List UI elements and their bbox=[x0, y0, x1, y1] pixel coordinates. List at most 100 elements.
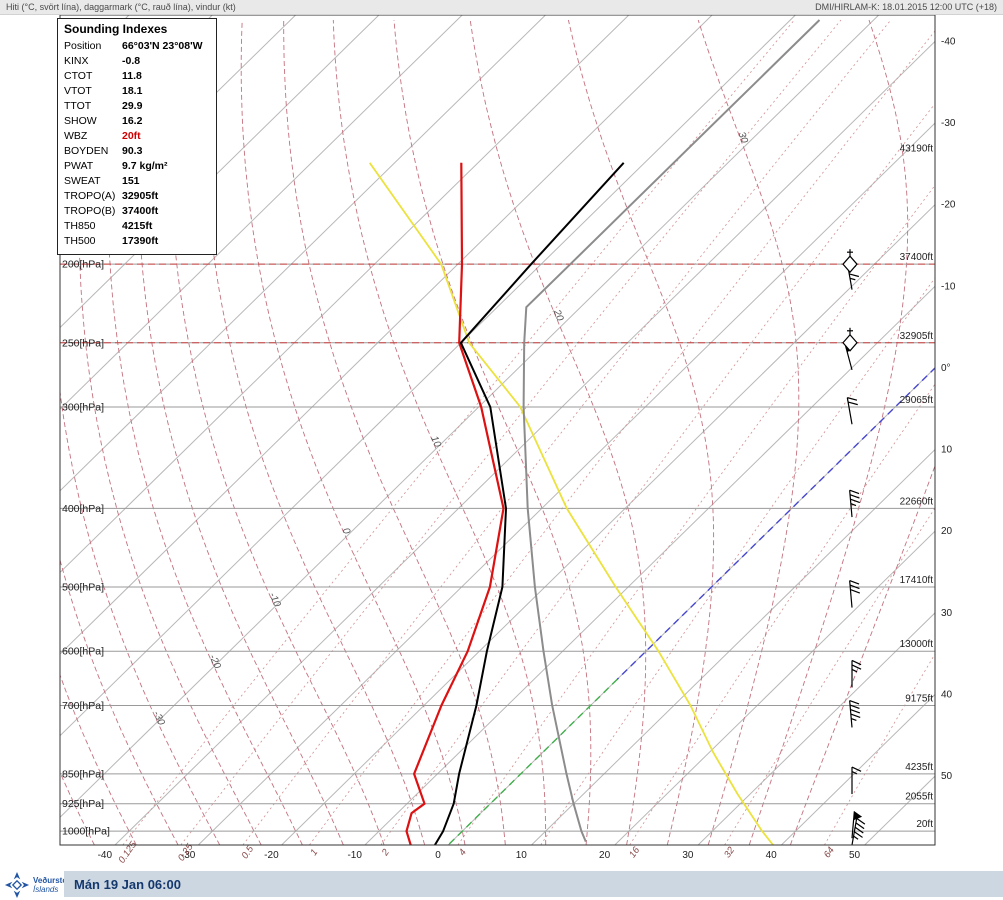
logo-line-1: Veðurstofa bbox=[33, 876, 75, 885]
vedurstofa-logo-text: Veðurstofa Íslands bbox=[33, 876, 74, 894]
logo-line-2: Íslands bbox=[33, 885, 59, 894]
svg-text:-10: -10 bbox=[347, 850, 362, 861]
svg-text:20ft: 20ft bbox=[916, 819, 933, 830]
svg-text:9175ft: 9175ft bbox=[905, 694, 933, 705]
svg-text:17410ft: 17410ft bbox=[900, 575, 934, 586]
svg-text:850[hPa]: 850[hPa] bbox=[62, 768, 104, 780]
header-legend-text: Hiti (°C, svört lína), daggarmark (°C, r… bbox=[6, 2, 236, 12]
svg-text:-40: -40 bbox=[98, 850, 113, 861]
index-row: VTOT 18.1 bbox=[64, 84, 211, 99]
svg-text:16: 16 bbox=[627, 845, 642, 861]
svg-text:4235ft: 4235ft bbox=[905, 762, 933, 773]
svg-text:0°: 0° bbox=[941, 363, 951, 374]
footer-bar: Veðurstofa Íslands Mán 19 Jan 06:00 bbox=[0, 869, 1003, 900]
svg-text:32: 32 bbox=[722, 845, 737, 861]
svg-text:29065ft: 29065ft bbox=[900, 395, 934, 406]
index-row: Position 66°03'N 23°08'W bbox=[64, 39, 211, 54]
svg-text:30: 30 bbox=[682, 850, 694, 861]
index-value: 18.1 bbox=[122, 85, 143, 97]
svg-text:-20: -20 bbox=[207, 653, 223, 671]
wind-barbs bbox=[844, 262, 866, 846]
index-row: SHOW 16.2 bbox=[64, 114, 211, 129]
wind-barb bbox=[849, 489, 861, 518]
svg-text:64: 64 bbox=[822, 845, 837, 860]
wind-barb bbox=[849, 700, 861, 728]
skewt-diagram: -30 -20 -10 0 10 20 30 200[hPa] 250[hPa] 300[hPa]… bbox=[59, 14, 956, 865]
svg-text:200[hPa]: 200[hPa] bbox=[62, 259, 104, 271]
svg-text:-10: -10 bbox=[267, 591, 283, 609]
index-value: -0.8 bbox=[122, 55, 141, 67]
svg-text:1000[hPa]: 1000[hPa] bbox=[62, 826, 110, 838]
svg-text:13000ft: 13000ft bbox=[900, 639, 934, 650]
svg-text:30: 30 bbox=[736, 131, 750, 146]
vedurstofa-logo[interactable]: Veðurstofa Íslands bbox=[4, 870, 74, 900]
vedurstofa-logo-icon bbox=[4, 872, 30, 898]
index-label: CTOT bbox=[64, 70, 93, 82]
wind-barb bbox=[851, 766, 862, 795]
freezing-isotherm-blue bbox=[616, 367, 935, 680]
index-row: WBZ 20ft bbox=[64, 129, 211, 144]
svg-text:500[hPa]: 500[hPa] bbox=[62, 581, 104, 593]
index-row: SWEAT 151 bbox=[64, 174, 211, 189]
index-row: PWAT 9.7 kg/m² bbox=[64, 159, 211, 174]
index-row: BOYDEN 90.3 bbox=[64, 144, 211, 159]
plot-area bbox=[60, 15, 935, 845]
svg-text:-10: -10 bbox=[941, 281, 956, 292]
svg-text:10: 10 bbox=[516, 850, 528, 861]
sounding-indexes-title: Sounding Indexes bbox=[64, 22, 168, 36]
svg-text:50: 50 bbox=[941, 771, 953, 782]
svg-text:0: 0 bbox=[435, 850, 441, 861]
index-row: KINX -0.8 bbox=[64, 54, 211, 69]
svg-text:400[hPa]: 400[hPa] bbox=[62, 503, 104, 515]
index-rows: Position 66°03'N 23°08'W KINX -0.8 CTOT 11.8 V… bbox=[64, 39, 211, 249]
index-value: 11.8 bbox=[122, 70, 142, 82]
index-label: TROPO(B) bbox=[64, 205, 116, 217]
index-row: TROPO(A) 32905ft bbox=[64, 189, 211, 204]
svg-text:32905ft: 32905ft bbox=[900, 331, 934, 342]
svg-text:4: 4 bbox=[457, 847, 469, 858]
index-row: CTOT 11.8 bbox=[64, 69, 211, 84]
dewpoint-curve bbox=[405, 162, 505, 845]
wind-barb bbox=[851, 811, 863, 839]
index-label: TH850 bbox=[64, 220, 96, 232]
isa-standard-atmosphere-line bbox=[522, 19, 821, 842]
index-label: WBZ bbox=[64, 130, 88, 142]
index-value: 16.2 bbox=[122, 115, 143, 127]
index-label: SWEAT bbox=[64, 175, 101, 187]
svg-text:10: 10 bbox=[428, 434, 443, 449]
svg-text:0.5: 0.5 bbox=[240, 843, 257, 861]
svg-text:600[hPa]: 600[hPa] bbox=[62, 646, 104, 658]
wind-barb bbox=[851, 659, 862, 688]
wind-barb bbox=[846, 397, 858, 425]
index-row: TROPO(B) 37400ft bbox=[64, 204, 211, 219]
index-label: TROPO(A) bbox=[64, 190, 116, 202]
svg-text:20: 20 bbox=[941, 526, 953, 537]
freezing-isotherm-green bbox=[447, 678, 618, 845]
svg-text:20: 20 bbox=[550, 307, 565, 323]
index-value: 20ft bbox=[122, 130, 141, 142]
svg-text:0.125: 0.125 bbox=[116, 839, 139, 865]
svg-text:250[hPa]: 250[hPa] bbox=[62, 337, 104, 349]
index-label: Position bbox=[64, 40, 102, 52]
svg-text:30: 30 bbox=[941, 608, 953, 619]
svg-text:300[hPa]: 300[hPa] bbox=[62, 402, 104, 414]
temperature-curve bbox=[434, 162, 625, 845]
svg-text:40: 40 bbox=[766, 850, 778, 861]
index-row: TH500 17390ft bbox=[64, 234, 211, 249]
header-model-run-text: DMI/HIRLAM-K: 18.01.2015 12:00 UTC (+18) bbox=[815, 2, 997, 12]
sounding-indexes-box: Sounding Indexes Position 66°03'N 23°08'W… bbox=[57, 18, 217, 255]
index-label: VTOT bbox=[64, 85, 92, 97]
svg-text:50: 50 bbox=[849, 850, 861, 861]
svg-text:1: 1 bbox=[308, 847, 320, 858]
valid-datetime-label: Mán 19 Jan 06:00 bbox=[74, 876, 181, 892]
plot-frame bbox=[59, 14, 936, 846]
svg-text:700[hPa]: 700[hPa] bbox=[62, 700, 104, 712]
svg-text:-30: -30 bbox=[941, 118, 956, 129]
index-label: TTOT bbox=[64, 100, 92, 112]
mixing-ratio-lines bbox=[122, 19, 935, 845]
svg-text:20: 20 bbox=[599, 850, 611, 861]
index-row: TTOT 29.9 bbox=[64, 99, 211, 114]
tropopause-markers bbox=[842, 249, 858, 352]
index-label: TH500 bbox=[64, 235, 96, 247]
sounding-chart: -30 -20 -10 0 10 20 30 200[hPa] 250[hPa] 300[hPa]… bbox=[59, 14, 956, 865]
